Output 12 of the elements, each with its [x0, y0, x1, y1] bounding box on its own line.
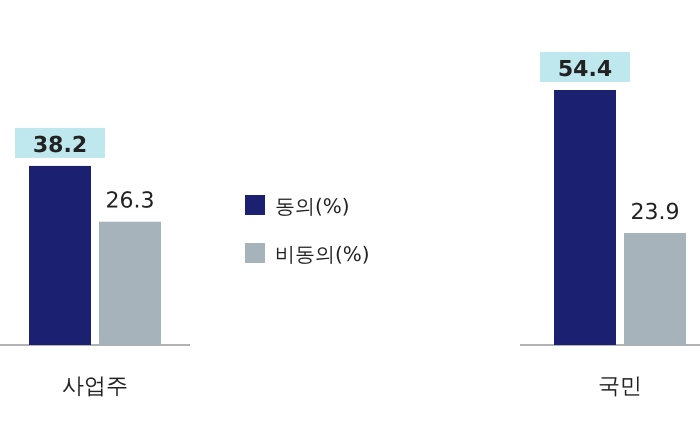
legend-label: 비동의(%): [275, 242, 370, 266]
bar: [554, 90, 616, 345]
bar: [624, 232, 686, 345]
data-label: 26.3: [106, 188, 154, 214]
x-tick-label: 국민: [598, 374, 642, 399]
data-label: 38.2: [32, 132, 88, 158]
legend-label: 동의(%): [275, 194, 350, 218]
data-label: 23.9: [630, 200, 680, 225]
bar: [99, 222, 161, 345]
data-label: 54.4: [558, 57, 612, 82]
bar: [29, 166, 91, 345]
x-tick-label: 사업주: [62, 374, 128, 399]
